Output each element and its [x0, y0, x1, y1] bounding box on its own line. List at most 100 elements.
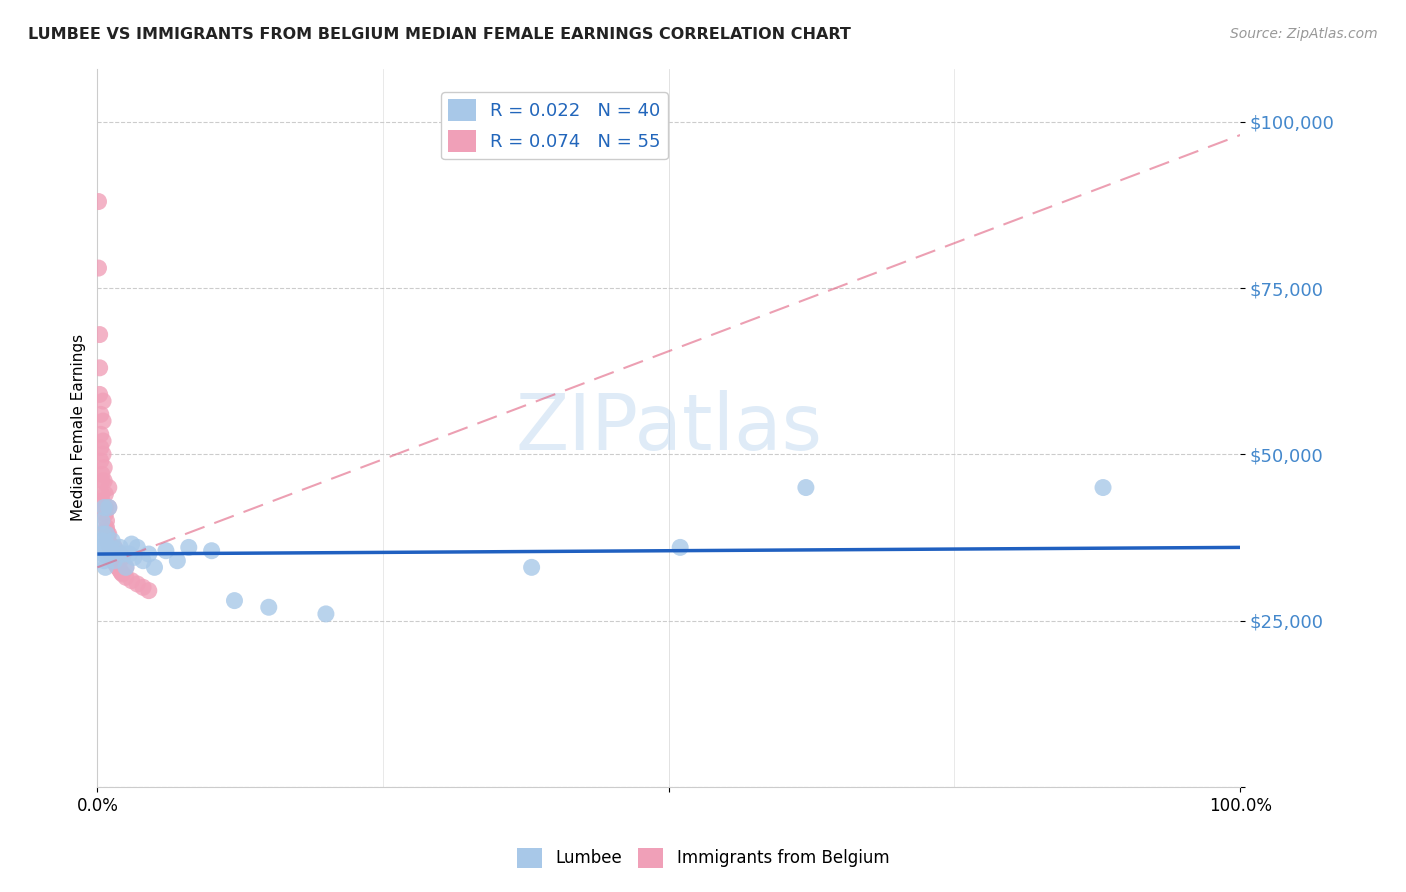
Point: [103, 541, 125, 555]
Point: [118, 547, 141, 561]
Point: [101, 533, 124, 548]
Point: [91, 394, 114, 409]
Point: [108, 564, 131, 578]
Point: [89, 387, 111, 401]
Point: [143, 560, 166, 574]
Point: [89, 360, 111, 375]
Point: [90, 493, 112, 508]
Point: [91, 527, 114, 541]
Point: [94, 500, 117, 515]
Legend: R = 0.022   N = 40, R = 0.074   N = 55: R = 0.022 N = 40, R = 0.074 N = 55: [441, 92, 668, 160]
Point: [96, 520, 118, 534]
Point: [111, 550, 134, 565]
Point: [105, 559, 128, 574]
Point: [96, 524, 118, 538]
Point: [98, 541, 121, 555]
Legend: Lumbee, Immigrants from Belgium: Lumbee, Immigrants from Belgium: [510, 841, 896, 875]
Point: [315, 607, 337, 621]
Point: [138, 583, 160, 598]
Point: [90, 487, 112, 501]
Point: [520, 560, 543, 574]
Point: [132, 580, 155, 594]
Point: [100, 543, 122, 558]
Point: [112, 547, 135, 561]
Point: [177, 541, 200, 555]
Point: [90, 454, 112, 468]
Point: [103, 554, 125, 568]
Point: [97, 527, 120, 541]
Point: [96, 527, 118, 541]
Point: [97, 481, 120, 495]
Point: [97, 500, 120, 515]
Point: [94, 487, 117, 501]
Point: [108, 562, 131, 576]
Point: [224, 593, 246, 607]
Point: [107, 560, 129, 574]
Point: [794, 481, 817, 495]
Point: [96, 543, 118, 558]
Point: [97, 541, 120, 555]
Point: [108, 547, 131, 561]
Point: [93, 474, 115, 488]
Point: [87, 261, 110, 276]
Point: [155, 543, 177, 558]
Point: [93, 500, 115, 515]
Point: [103, 554, 125, 568]
Point: [98, 537, 121, 551]
Point: [90, 408, 112, 422]
Point: [669, 541, 692, 555]
Point: [100, 547, 122, 561]
Point: [94, 507, 117, 521]
Point: [90, 541, 112, 555]
Text: LUMBEE VS IMMIGRANTS FROM BELGIUM MEDIAN FEMALE EARNINGS CORRELATION CHART: LUMBEE VS IMMIGRANTS FROM BELGIUM MEDIAN…: [28, 27, 851, 42]
Point: [115, 560, 138, 574]
Point: [90, 533, 112, 548]
Point: [90, 467, 112, 482]
Point: [97, 533, 120, 548]
Point: [89, 327, 111, 342]
Point: [127, 577, 149, 591]
Point: [93, 554, 115, 568]
Point: [101, 550, 124, 565]
Y-axis label: Median Female Earnings: Median Female Earnings: [72, 334, 86, 521]
Point: [97, 500, 120, 515]
Point: [201, 543, 224, 558]
Text: Source: ZipAtlas.com: Source: ZipAtlas.com: [1230, 27, 1378, 41]
Point: [98, 541, 121, 555]
Point: [257, 600, 280, 615]
Text: ZIPatlas: ZIPatlas: [515, 390, 823, 466]
Point: [122, 550, 145, 565]
Point: [111, 567, 134, 582]
Point: [90, 474, 112, 488]
Point: [91, 434, 114, 448]
Point: [110, 566, 132, 580]
Point: [90, 427, 112, 442]
Point: [121, 574, 143, 588]
Point: [97, 527, 120, 541]
Point: [94, 537, 117, 551]
Point: [132, 554, 155, 568]
Point: [91, 547, 114, 561]
Point: [91, 447, 114, 461]
Point: [108, 541, 131, 555]
Point: [96, 514, 118, 528]
Point: [100, 547, 122, 561]
Point: [93, 460, 115, 475]
Point: [90, 441, 112, 455]
Point: [127, 541, 149, 555]
Point: [121, 537, 143, 551]
Point: [97, 537, 120, 551]
Point: [103, 555, 125, 569]
Point: [138, 547, 160, 561]
Point: [115, 570, 138, 584]
Point: [115, 560, 138, 574]
Point: [90, 514, 112, 528]
Point: [97, 530, 120, 544]
Point: [87, 194, 110, 209]
Point: [166, 554, 188, 568]
Point: [105, 543, 128, 558]
Point: [1092, 481, 1115, 495]
Point: [91, 414, 114, 428]
Point: [94, 560, 117, 574]
Point: [97, 550, 120, 565]
